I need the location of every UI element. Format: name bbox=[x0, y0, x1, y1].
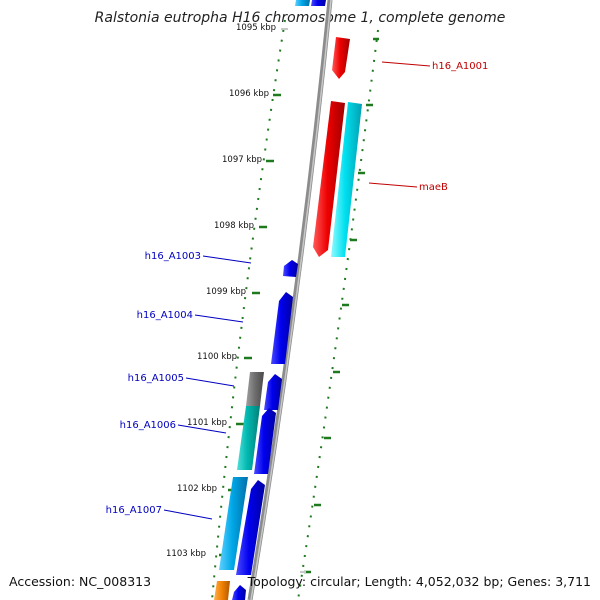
tick-label: 1102 kbp bbox=[177, 484, 217, 494]
tick-label: 1095 kbp bbox=[236, 23, 276, 33]
gene-h16-A1004[interactable] bbox=[271, 292, 293, 364]
leader-line bbox=[177, 424, 227, 434]
gene-h16-A1007[interactable] bbox=[236, 480, 265, 575]
tick-label: 1101 kbp bbox=[187, 418, 227, 428]
gene-teal[interactable] bbox=[237, 406, 260, 470]
gene-maeB[interactable] bbox=[313, 101, 345, 257]
tick-label: 1103 kbp bbox=[166, 549, 206, 559]
gene-label[interactable]: h16_A1003 bbox=[145, 251, 201, 262]
tick-label: 1100 kbp bbox=[197, 352, 237, 362]
gene-label[interactable]: maeB bbox=[419, 182, 448, 193]
gene-h16-A1005[interactable] bbox=[264, 374, 282, 410]
gene-sky[interactable] bbox=[219, 477, 248, 570]
leader-line bbox=[163, 509, 213, 520]
tick-label: 1097 kbp bbox=[222, 155, 262, 165]
topology-text: Topology: circular; Length: 4,052,032 bp… bbox=[247, 574, 591, 589]
gene-label[interactable]: h16_A1006 bbox=[120, 420, 176, 431]
accession-text: Accession: NC_008313 bbox=[9, 574, 152, 589]
tick-label: 1098 kbp bbox=[214, 221, 254, 231]
gene-arrow bbox=[295, 0, 310, 6]
gene-orange[interactable] bbox=[214, 581, 230, 600]
gene-arrow bbox=[311, 0, 326, 6]
map-title: Ralstonia eutropha H16 chromosome 1, com… bbox=[94, 10, 506, 26]
tick-label: 1099 kbp bbox=[206, 287, 246, 297]
gene-h16-A1003[interactable] bbox=[283, 260, 298, 277]
leader-line bbox=[381, 61, 431, 67]
gene-arrow bbox=[232, 585, 246, 600]
gene-h16-A1001[interactable] bbox=[332, 37, 350, 79]
gene-grey[interactable] bbox=[246, 372, 264, 406]
leader-line bbox=[185, 377, 235, 387]
gene-h16-A1006[interactable] bbox=[254, 408, 276, 474]
inner-dotted-ring bbox=[211, 19, 286, 600]
leader-line bbox=[194, 314, 244, 323]
leader-line bbox=[368, 182, 418, 188]
genome-backbone bbox=[247, 0, 333, 600]
genome-backbone-highlight bbox=[250, 0, 332, 600]
gene-label[interactable]: h16_A1005 bbox=[128, 373, 184, 384]
tick-label: 1096 kbp bbox=[229, 89, 269, 99]
leader-line bbox=[202, 255, 252, 264]
gene-label[interactable]: h16_A1001 bbox=[432, 61, 488, 72]
gene-label[interactable]: h16_A1007 bbox=[106, 505, 162, 516]
gene-label[interactable]: h16_A1004 bbox=[137, 310, 193, 321]
gene-cyan-forward[interactable] bbox=[331, 102, 362, 257]
